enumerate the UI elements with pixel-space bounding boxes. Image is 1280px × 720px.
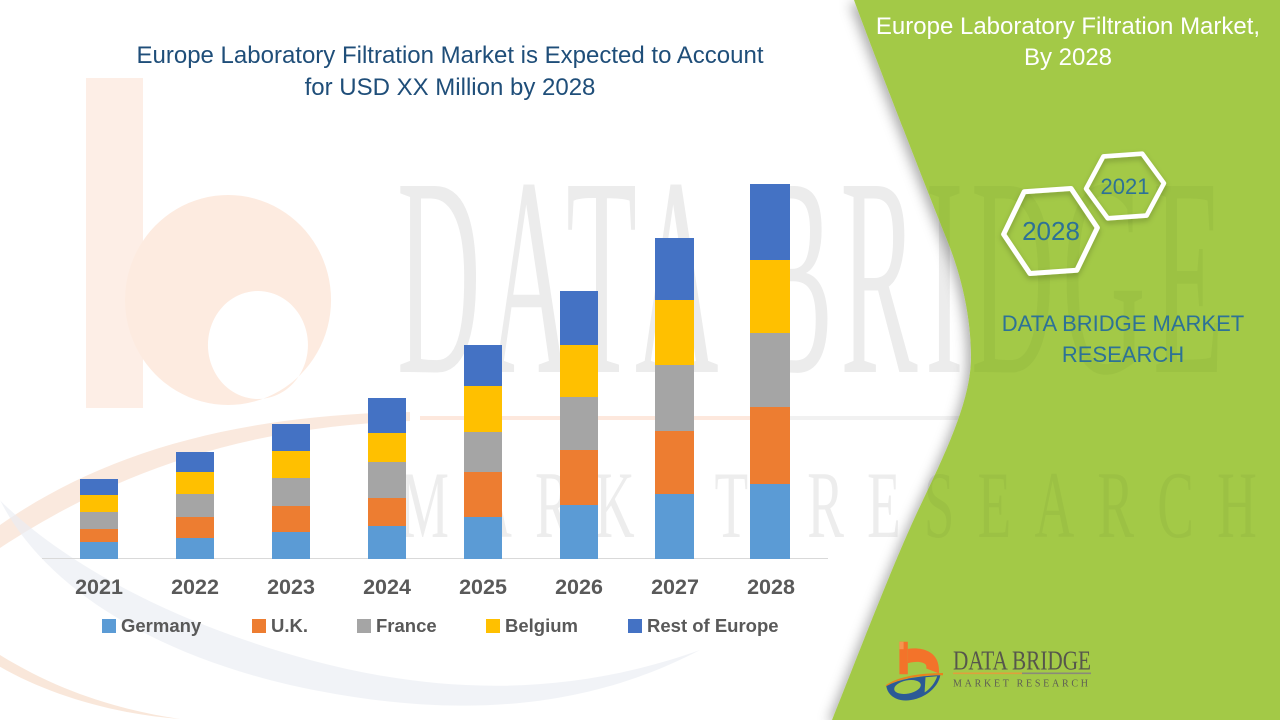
svg-text:2028: 2028 (1022, 216, 1080, 246)
svg-text:MARKET RESEARCH: MARKET RESEARCH (400, 452, 1280, 558)
svg-text:DATA BRIDGE: DATA BRIDGE (953, 646, 1091, 676)
svg-text:MARKET RESEARCH: MARKET RESEARCH (953, 679, 1093, 690)
svg-text:2021: 2021 (1101, 174, 1150, 199)
